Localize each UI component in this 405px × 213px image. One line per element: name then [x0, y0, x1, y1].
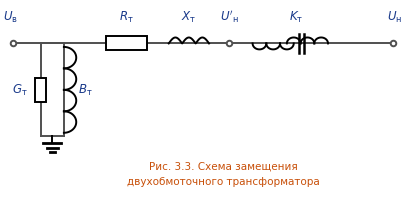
Text: $U'_{\rm н}$: $U'_{\rm н}$	[219, 9, 238, 25]
Text: $R_{\rm т}$: $R_{\rm т}$	[119, 10, 133, 25]
Text: $U_{\rm в}$: $U_{\rm в}$	[3, 10, 18, 25]
Text: $G_{\rm т}$: $G_{\rm т}$	[12, 83, 27, 98]
Text: $K_{\rm т}$: $K_{\rm т}$	[288, 10, 302, 25]
Text: $X_{\rm т}$: $X_{\rm т}$	[181, 10, 196, 25]
Text: $B_{\rm т}$: $B_{\rm т}$	[77, 83, 92, 98]
Text: $U_{\rm н}$: $U_{\rm н}$	[386, 10, 401, 25]
Text: Рис. 3.3. Схема замещения: Рис. 3.3. Схема замещения	[148, 161, 297, 171]
Text: двухобмоточного трансформатора: двухобмоточного трансформатора	[126, 177, 319, 187]
Bar	[106, 36, 146, 50]
Bar	[35, 78, 45, 102]
